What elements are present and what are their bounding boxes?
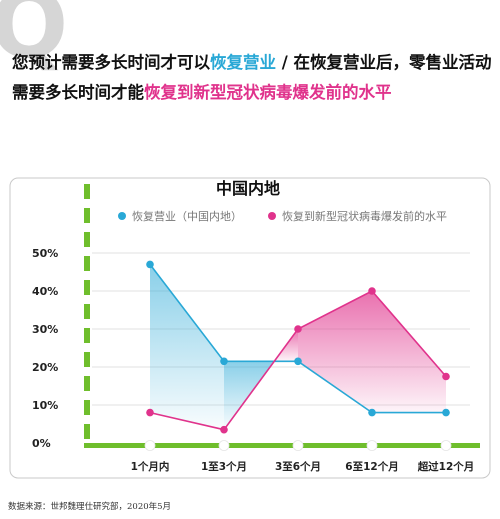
data-point (442, 372, 450, 381)
left-border-segment (84, 232, 90, 247)
data-point (220, 425, 228, 434)
data-point (442, 408, 450, 417)
x-tick-label: 1至3个月 (201, 460, 247, 473)
left-border-segment (84, 184, 90, 199)
chart-frame (9, 177, 491, 479)
left-border-segment (84, 256, 90, 271)
x-tick-label: 6至12个月 (345, 460, 398, 473)
x-tick-marker (144, 440, 156, 451)
question-highlight-reopen: 恢复营业 (210, 53, 276, 72)
data-point (146, 408, 154, 417)
data-source-note: 数据来源：世邦魏理仕研究部，2020年5月 (8, 502, 172, 512)
data-point (294, 357, 302, 366)
data-point (368, 287, 376, 295)
q-logo-letter: Q (0, 0, 69, 79)
x-tick-marker (366, 440, 378, 451)
data-point (294, 325, 302, 333)
y-tick-label: 40% (32, 285, 58, 298)
x-tick-label: 1个月内 (131, 460, 170, 473)
y-tick-label: 50% (32, 247, 58, 260)
survey-question: 您预计需要多长时间才可以恢复营业 / 在恢复营业后，零售业活动需要多长时间才能恢… (12, 48, 496, 108)
area-magenta (298, 291, 372, 413)
x-tick-marker (440, 440, 452, 451)
chart-title: 中国内地 (216, 179, 280, 198)
data-point (146, 260, 154, 269)
left-border-segment (84, 304, 90, 319)
y-tick-label: 30% (32, 323, 58, 336)
x-tick-marker (292, 440, 304, 451)
left-border-segment (84, 328, 90, 343)
left-border-segment (84, 352, 90, 367)
left-border-segment (84, 400, 90, 415)
data-point (220, 357, 228, 366)
area-magenta (372, 291, 446, 413)
legend-marker (118, 212, 126, 220)
question-part-2: / 在恢复营业后，零售业活动需要多长时间才能 (12, 53, 492, 102)
left-border-segment (84, 424, 90, 439)
left-border-segment (84, 208, 90, 223)
left-border-segment (84, 280, 90, 295)
legend-marker (268, 212, 276, 220)
x-tick-label: 超过12个月 (417, 460, 475, 473)
y-tick-label: 0% (32, 437, 51, 450)
legend-label: 恢复到新型冠状病毒爆发前的水平 (282, 209, 447, 223)
question-highlight-recover: 恢复到新型冠状病毒爆发前的水平 (144, 83, 392, 102)
y-tick-label: 20% (32, 361, 58, 374)
x-tick-marker (218, 440, 230, 451)
data-point (368, 408, 376, 417)
y-tick-label: 10% (32, 399, 58, 412)
area-cyan (150, 264, 224, 430)
legend-label: 恢复营业（中国内地） (132, 209, 242, 223)
question-part-1: 您预计需要多长时间才可以 (12, 53, 210, 72)
x-axis-bar (84, 443, 480, 448)
left-border-segment (84, 376, 90, 391)
x-tick-label: 3至6个月 (275, 460, 321, 473)
